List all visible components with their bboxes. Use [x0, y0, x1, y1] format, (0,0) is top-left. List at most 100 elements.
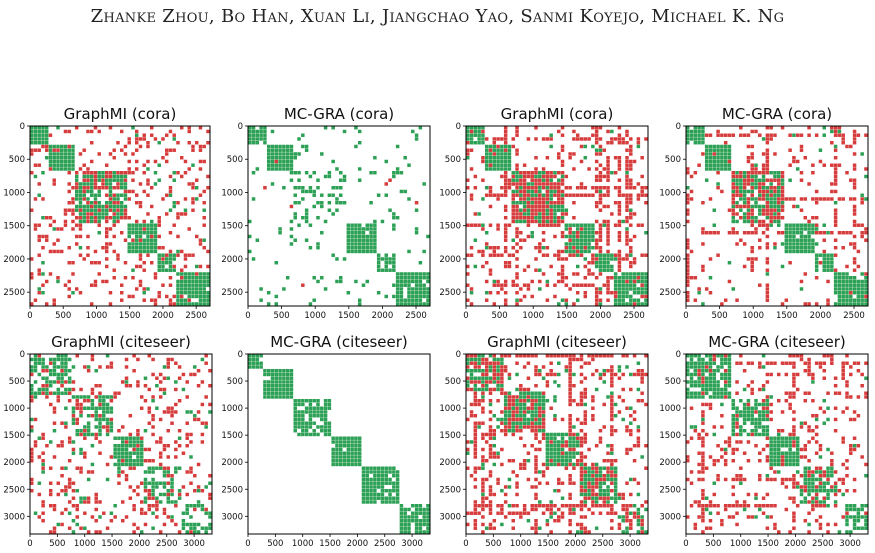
heatmap-cell [598, 152, 603, 156]
heatmap-cell [750, 186, 754, 190]
heatmap-cell [594, 152, 599, 156]
heatmap-cell [629, 137, 633, 141]
heatmap-cell [181, 511, 186, 515]
heatmap-cell [384, 481, 388, 485]
heatmap-cell [143, 376, 148, 380]
heatmap-cell [176, 141, 180, 145]
heatmap-cell [301, 133, 305, 137]
heatmap-cell [108, 208, 113, 212]
heatmap-cell [481, 137, 485, 141]
heatmap-cell [251, 137, 256, 141]
heatmap-cell [541, 474, 546, 478]
heatmap-cell [30, 387, 34, 392]
x-tick-label: 2500 [374, 539, 396, 549]
heatmap-cell [388, 268, 392, 272]
heatmap-cell [845, 272, 849, 276]
heatmap-cell [519, 178, 523, 182]
heatmap-cell [187, 279, 191, 284]
heatmap-cell [361, 474, 366, 478]
heatmap-cell [579, 477, 584, 482]
heatmap-cell [803, 234, 808, 239]
heatmap-cell [500, 159, 504, 164]
heatmap-cell [560, 264, 565, 269]
heatmap-cell [63, 223, 68, 227]
heatmap-cell [598, 186, 603, 190]
heatmap-cell [153, 171, 158, 175]
heatmap-cell [557, 186, 561, 190]
heatmap-cell [496, 144, 500, 149]
heatmap-cell [488, 159, 493, 164]
heatmap-cell [33, 357, 38, 362]
heatmap-cell [503, 410, 508, 414]
heatmap-cell [147, 470, 152, 474]
axes-frame [465, 125, 649, 307]
heatmap-cell [522, 204, 527, 209]
heatmap-cell [165, 193, 169, 197]
heatmap-cell [90, 470, 95, 474]
heatmap-cell [153, 302, 158, 306]
heatmap-cell [67, 391, 72, 395]
heatmap-cell [116, 182, 120, 186]
heatmap-cell [750, 231, 754, 235]
heatmap-cell [297, 152, 301, 156]
heatmap-cell [583, 489, 588, 493]
heatmap-cell [503, 141, 508, 145]
heatmap-cell [583, 249, 588, 254]
heatmap-cell [515, 387, 519, 392]
heatmap-cell [769, 186, 773, 190]
heatmap-cell [60, 421, 64, 425]
heatmap-cell [610, 257, 614, 261]
heatmap-cell [686, 186, 690, 190]
heatmap-cell [41, 137, 45, 141]
x-tick-label: 0 [27, 311, 32, 321]
heatmap-cell [856, 287, 861, 291]
heatmap-cell [564, 193, 569, 197]
heatmap-cell [198, 242, 203, 246]
heatmap-cell [33, 417, 38, 422]
heatmap-cell [168, 276, 173, 280]
heatmap-cell [484, 186, 489, 190]
heatmap-cell [196, 417, 201, 422]
heatmap-cell [538, 391, 542, 395]
heatmap-cell [395, 298, 400, 302]
heatmap-cell [289, 178, 294, 182]
heatmap-cell [75, 223, 79, 227]
heatmap-cell [629, 294, 633, 299]
heatmap-cell [323, 126, 328, 130]
heatmap-cell [765, 272, 770, 276]
heatmap-cell [769, 197, 773, 201]
heatmap-cell [200, 526, 205, 530]
heatmap-cell [128, 444, 133, 448]
heatmap-cell [120, 216, 124, 220]
heatmap-cell [795, 242, 800, 246]
heatmap-cell [136, 444, 140, 448]
heatmap-cell [403, 283, 407, 287]
heatmap-cell [331, 193, 335, 197]
heatmap-cell [94, 530, 98, 534]
heatmap-cell [538, 223, 542, 227]
heatmap-cell [52, 380, 57, 384]
heatmap-cell [83, 496, 87, 500]
heatmap-cell [742, 204, 747, 209]
heatmap-cell [320, 414, 324, 418]
heatmap-cell [761, 223, 766, 227]
heatmap-cell [833, 216, 838, 220]
heatmap-cell [515, 126, 519, 130]
heatmap-cell [811, 216, 815, 220]
heatmap-cell [606, 477, 610, 482]
heatmap-cell [105, 231, 109, 235]
heatmap-cell [109, 417, 114, 422]
heatmap-cell [79, 496, 83, 500]
heatmap-cell [274, 391, 279, 395]
heatmap-cell [541, 470, 546, 474]
heatmap-cell [266, 144, 271, 149]
heatmap-cell [799, 246, 804, 250]
heatmap-cell [135, 287, 139, 291]
heatmap-cell [689, 174, 694, 179]
heatmap-cell [384, 257, 388, 261]
heatmap-cell [545, 354, 550, 358]
heatmap-cell [549, 436, 553, 440]
heatmap-cell [826, 253, 830, 257]
heatmap-cell [534, 208, 538, 212]
heatmap-cell [369, 500, 373, 504]
